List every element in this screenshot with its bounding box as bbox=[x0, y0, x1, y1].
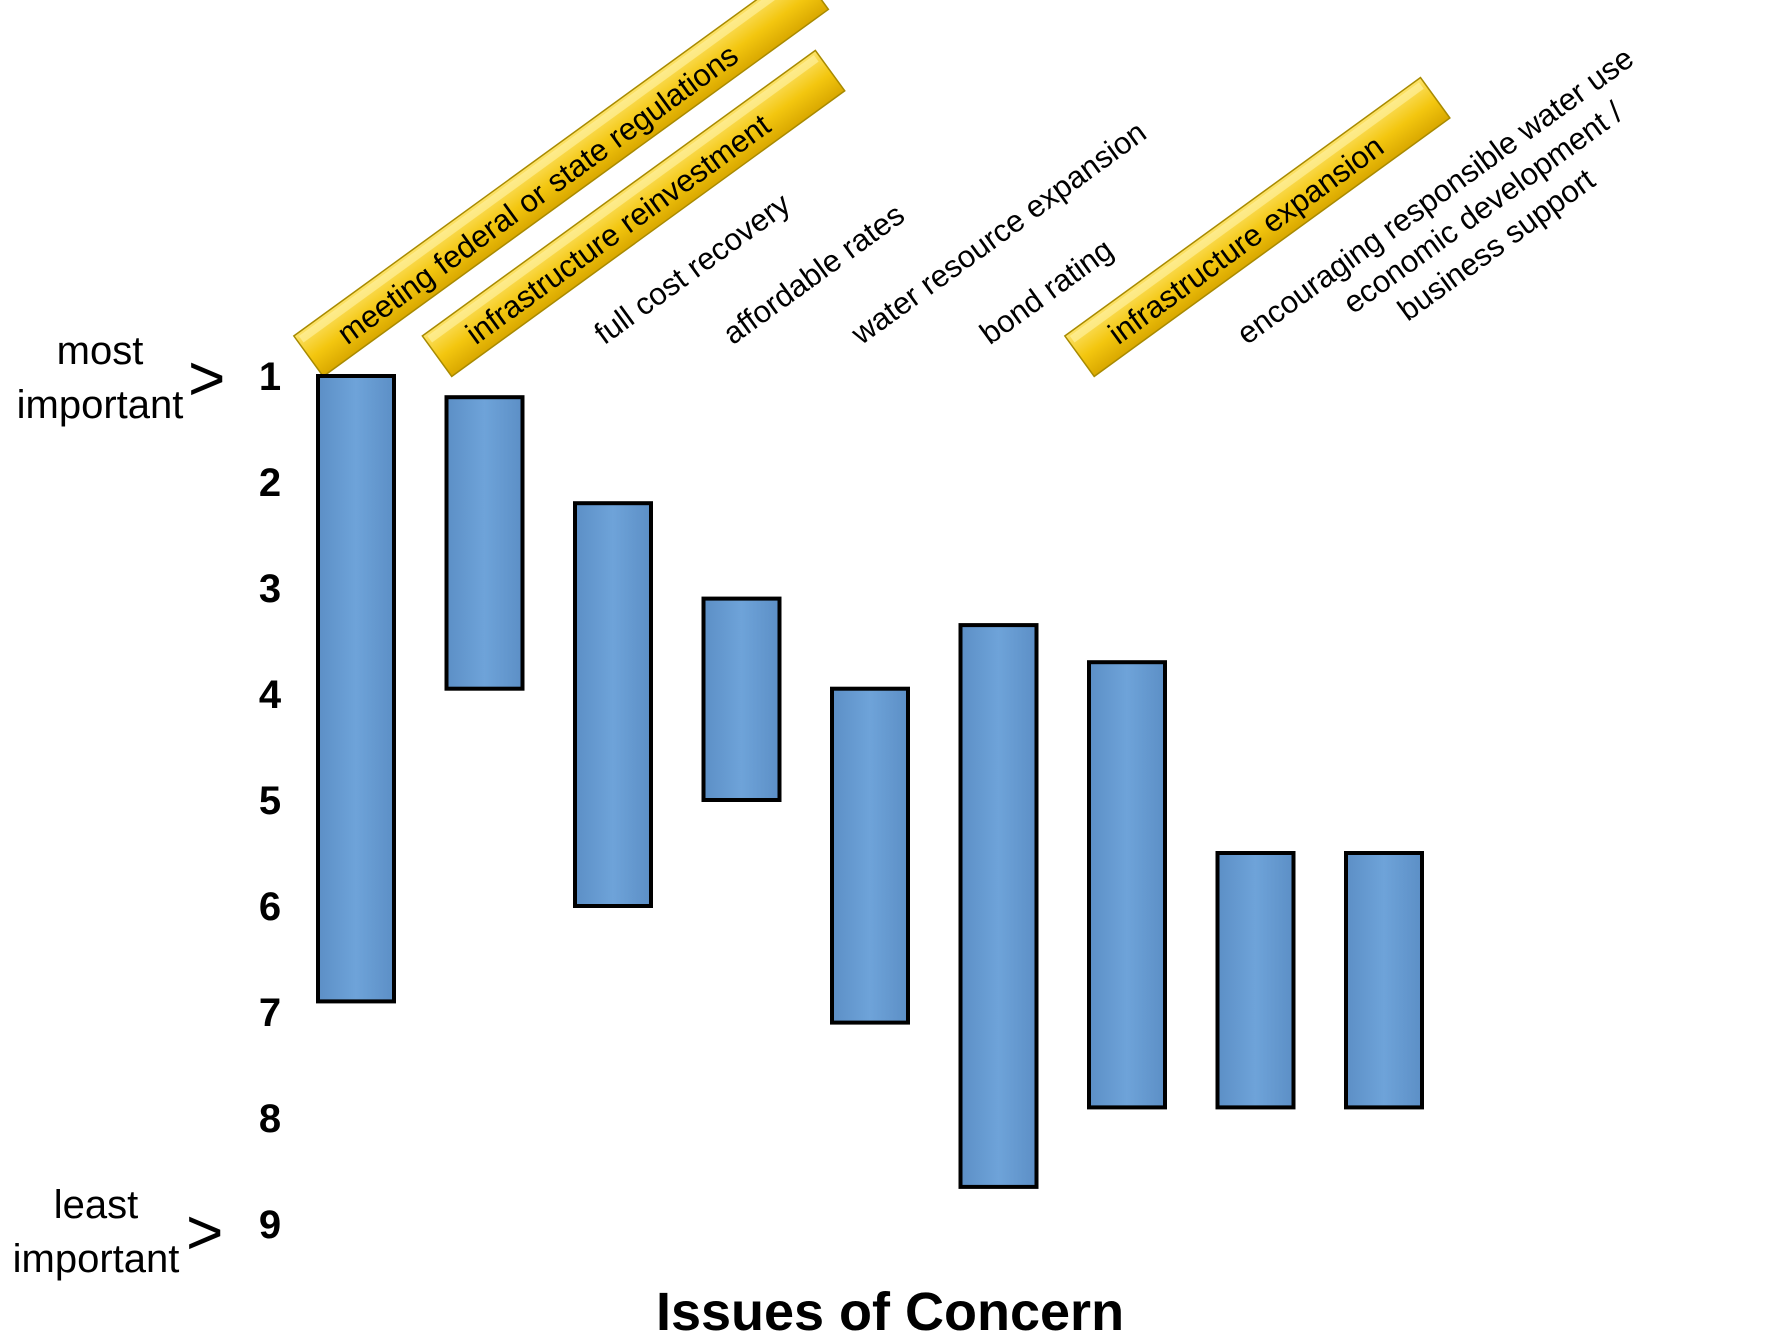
least-important-line1: least bbox=[54, 1183, 139, 1227]
most-important-line2: important bbox=[17, 383, 184, 427]
least-important-arrow-icon: > bbox=[186, 1196, 223, 1268]
y-tick-label: 7 bbox=[259, 991, 281, 1035]
least-important-line2: important bbox=[13, 1237, 180, 1281]
y-tick-label: 8 bbox=[259, 1097, 281, 1141]
bar bbox=[316, 374, 396, 1004]
y-tick-label: 2 bbox=[259, 461, 281, 505]
y-axis-ticks: 1 2 3 4 5 6 7 8 9 bbox=[259, 355, 282, 1247]
bars bbox=[316, 374, 1424, 1189]
y-annotations: most important > least important > bbox=[13, 329, 226, 1281]
bar bbox=[701, 596, 782, 802]
bar bbox=[573, 501, 653, 908]
x-axis-title: Issues of Concern bbox=[656, 1282, 1124, 1342]
most-important-arrow-icon: > bbox=[188, 342, 225, 414]
bar bbox=[444, 395, 525, 691]
most-important-line1: most bbox=[57, 329, 144, 373]
y-tick-label: 5 bbox=[259, 779, 281, 823]
label-highlights bbox=[292, 0, 1451, 378]
highlight-ribbon bbox=[421, 49, 846, 378]
y-tick-label: 6 bbox=[259, 885, 281, 929]
y-tick-label: 3 bbox=[259, 567, 281, 611]
y-tick-label: 1 bbox=[259, 355, 281, 399]
category-labels: meeting federal or state regulationsinfr… bbox=[331, 37, 1640, 352]
bar bbox=[1087, 660, 1167, 1110]
bar bbox=[830, 686, 910, 1025]
bar bbox=[1215, 851, 1296, 1110]
bar bbox=[958, 623, 1039, 1189]
y-tick-label: 4 bbox=[259, 673, 282, 717]
bar bbox=[1344, 851, 1424, 1110]
highlight-ribbon bbox=[292, 0, 830, 378]
highlight-ribbon bbox=[1063, 76, 1451, 378]
y-tick-label: 9 bbox=[259, 1203, 281, 1247]
